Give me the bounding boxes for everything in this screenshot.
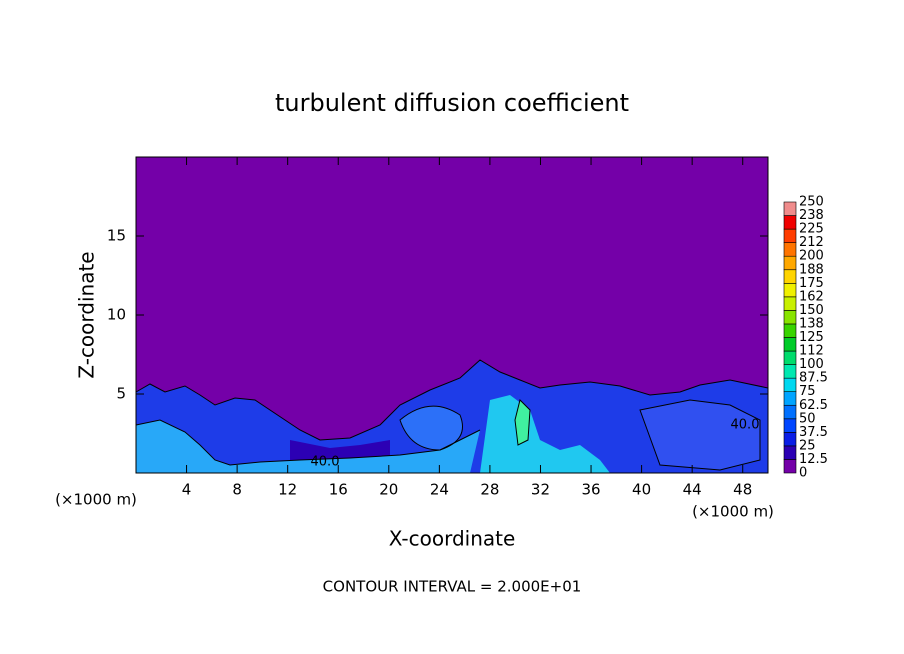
colorbar-label: 50 [799,411,816,426]
colorbar-band [783,364,797,379]
contour-line [135,359,769,441]
colorbar-band [783,323,797,338]
colorbar-band [783,269,797,284]
colorbar-label: 150 [799,303,824,318]
x-unit: (×1000 m) [692,503,774,521]
colorbar-label: 37.5 [799,425,828,440]
colorbar-band [783,377,797,392]
colorbar-band [783,337,797,352]
colorbar-band [783,310,797,325]
colorbar-band [783,404,797,420]
colorbar-label: 87.5 [799,371,828,386]
x-tick-label: 44 [683,481,702,499]
colorbar-label: 75 [799,384,816,399]
footer-note: CONTOUR INTERVAL = 2.000E+01 [323,578,582,596]
colorbar-label: 12.5 [799,452,828,467]
y-unit: (×1000 m) [55,491,137,509]
colorbar-band [783,215,797,230]
colorbar-band [783,201,797,216]
field-patch [400,406,463,450]
contour-label: 40.0 [731,418,760,433]
colorbar-label: 0 [799,466,807,481]
colorbar-label: 200 [799,249,824,264]
x-tick-label: 20 [379,481,398,499]
field-patch [136,420,480,473]
colorbar-band [783,350,797,365]
x-tick-label: 24 [430,481,449,499]
colorbar-label: 162 [799,289,824,304]
x-tick-label: 40 [632,481,651,499]
colorbar-band [783,391,797,406]
colorbar-label: 100 [799,357,824,372]
colorbar-label: 112 [799,344,824,359]
x-axis-label: X-coordinate [389,527,516,551]
x-tick-label: 28 [480,481,499,499]
contour-label: 40.0 [311,455,340,470]
y-tick-label: 10 [107,306,126,324]
colorbar-label: 212 [799,235,824,250]
colorbar-label: 175 [799,276,824,291]
x-tick-label: 12 [278,481,297,499]
x-tick-label: 48 [733,481,752,499]
colorbar-label: 188 [799,262,824,277]
chart-title: turbulent diffusion coefficient [275,89,629,117]
contour-line [399,399,761,471]
colorbar-label: 62.5 [799,398,828,413]
x-tick-label: 16 [329,481,348,499]
colorbar-band [783,418,797,433]
x-tick-label: 36 [581,481,600,499]
y-axis-label: Z-coordinate [75,251,99,378]
colorbar-band [783,445,797,460]
y-tick-label: 15 [107,227,126,245]
field-patch [515,400,530,445]
colorbar-band [783,255,797,271]
colorbar-label: 238 [799,208,824,223]
y-tick-label: 5 [116,385,126,403]
colorbar-label: 25 [799,438,816,453]
x-tick-label: 4 [182,481,192,499]
colorbar-label: 250 [799,195,824,210]
colorbar-band [783,459,797,474]
field-patch [640,400,760,470]
colorbar-band [783,242,797,257]
x-tick-label: 8 [232,481,242,499]
colorbar-band [783,432,797,447]
colorbar-band [783,282,797,298]
field-patch [480,395,610,473]
colorbar-label: 225 [799,222,824,237]
colorbar-label: 125 [799,330,824,345]
field [135,157,769,473]
colorbar-band [783,228,797,243]
x-tick-label: 32 [531,481,550,499]
colorbar-band [783,296,797,311]
colorbar-label: 138 [799,316,824,331]
